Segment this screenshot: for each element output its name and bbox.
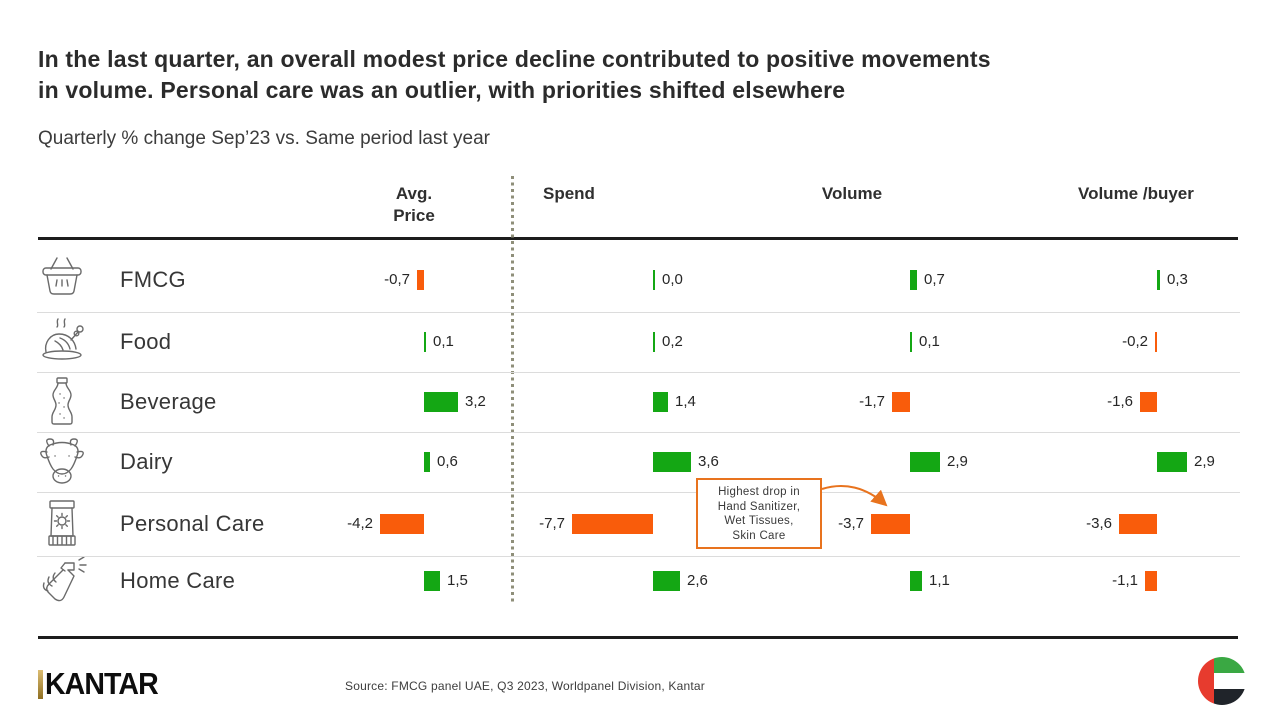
annotation-arrow-icon (821, 485, 888, 507)
annotation-callout: Highest drop in Hand Sanitizer, Wet Tissue… (696, 478, 822, 549)
row-divider (37, 372, 1240, 373)
value-label-home-care-volume: 1,1 (929, 572, 950, 589)
turkey-icon (36, 316, 88, 368)
row-divider (37, 312, 1240, 313)
value-label-food-spend: 0,2 (662, 333, 683, 350)
bar-home-care-volume-buyer (1145, 571, 1157, 591)
bar-food-volume-buyer (1155, 332, 1157, 352)
value-label-dairy-avg-price: 0,6 (437, 453, 458, 470)
kantar-logo-gold-bar (38, 669, 43, 699)
bar-home-care-volume (910, 571, 922, 591)
bar-food-spend (653, 332, 655, 352)
basket-icon (36, 254, 88, 306)
bar-beverage-spend (653, 392, 668, 412)
source-note: Source: FMCG panel UAE, Q3 2023, Worldpa… (345, 679, 705, 693)
bar-dairy-avg-price (424, 452, 430, 472)
bar-home-care-spend (653, 571, 680, 591)
value-label-dairy-volume: 2,9 (947, 453, 968, 470)
bar-food-volume (910, 332, 912, 352)
row-divider (37, 556, 1240, 557)
kantar-logo-text: KANTAR (45, 666, 159, 701)
column-header-spend: Spend (543, 184, 595, 203)
bottle-icon (36, 376, 88, 428)
spray-icon (36, 555, 88, 607)
category-label-personal-care: Personal Care (120, 511, 265, 536)
category-label-food: Food (120, 329, 172, 354)
value-label-home-care-avg-price: 1,5 (447, 572, 468, 589)
flag-stripes (1214, 657, 1246, 705)
value-label-home-care-spend: 2,6 (687, 572, 708, 589)
column-header-volume-per-buyer: Volume /buyer (1078, 184, 1194, 203)
row-divider (37, 432, 1240, 433)
flag-green-stripe (1214, 657, 1246, 673)
bar-dairy-volume (910, 452, 940, 472)
value-label-beverage-spend: 1,4 (675, 393, 696, 410)
value-label-fmcg-volume: 0,7 (924, 271, 945, 288)
price-spend-dotted-divider (511, 176, 514, 604)
category-label-home-care: Home Care (120, 568, 236, 593)
category-label-fmcg: FMCG (120, 267, 186, 292)
uae-flag-icon (1198, 657, 1246, 705)
value-label-beverage-volume-buyer: -1,6 (1107, 393, 1133, 410)
annotation-text-line: Wet Tissues, (724, 515, 794, 527)
header-separator-line (38, 237, 1238, 240)
bar-dairy-spend (653, 452, 691, 472)
value-label-home-care-volume-buyer: -1,1 (1112, 572, 1138, 589)
annotation-text-line: Hand Sanitizer, (717, 500, 801, 513)
value-label-dairy-volume-buyer: 2,9 (1194, 453, 1215, 470)
bottom-separator-line (38, 636, 1238, 639)
value-label-personal-care-avg-price: -4,2 (347, 515, 373, 532)
bar-home-care-avg-price (424, 571, 440, 591)
bar-dairy-volume-buyer (1157, 452, 1187, 472)
annotation-text-line: Skin Care (732, 529, 786, 542)
bar-beverage-avg-price (424, 392, 458, 412)
value-label-personal-care-volume: -3,7 (838, 515, 864, 532)
bar-food-avg-price (424, 332, 426, 352)
value-label-dairy-spend: 3,6 (698, 453, 719, 470)
bar-beverage-volume-buyer (1140, 392, 1157, 412)
bar-personal-care-volume-buyer (1119, 514, 1157, 534)
row-divider (37, 492, 1240, 493)
bar-fmcg-spend (653, 270, 655, 290)
bar-personal-care-volume (871, 514, 910, 534)
value-label-fmcg-avg-price: -0,7 (384, 271, 410, 288)
bar-beverage-volume (892, 392, 910, 412)
value-label-personal-care-volume-buyer: -3,6 (1086, 515, 1112, 532)
value-label-beverage-avg-price: 3,2 (465, 393, 486, 410)
column-header-avg-price: Avg. Price (393, 184, 435, 225)
value-label-fmcg-spend: 0,0 (662, 271, 683, 288)
annotation-text-line: Highest drop in (718, 486, 800, 498)
category-label-beverage: Beverage (120, 389, 217, 414)
value-label-beverage-volume: -1,7 (859, 393, 885, 410)
flag-white-stripe (1214, 673, 1246, 689)
value-label-food-volume: 0,1 (919, 333, 940, 350)
bar-fmcg-avg-price (417, 270, 424, 290)
bar-fmcg-volume-buyer (1157, 270, 1160, 290)
value-label-food-volume-buyer: -0,2 (1122, 333, 1148, 350)
column-header-volume: Volume (821, 184, 883, 203)
title-line-2: in volume. Personal care was an outlier,… (38, 77, 846, 103)
sunscreen-icon (36, 498, 88, 550)
cow-icon (36, 436, 88, 488)
title-line-1: In the last quarter, an overall modest p… (38, 46, 991, 72)
value-label-food-avg-price: 0,1 (433, 333, 454, 350)
value-label-personal-care-spend: -7,7 (539, 515, 565, 532)
chart-subtitle: Quarterly % change Sep’23 vs. Same perio… (38, 128, 491, 149)
category-label-dairy: Dairy (120, 449, 173, 474)
bar-fmcg-volume (910, 270, 917, 290)
bar-personal-care-spend (572, 514, 653, 534)
value-label-fmcg-volume-buyer: 0,3 (1167, 271, 1188, 288)
kantar-logo: KANTAR (38, 666, 168, 701)
flag-black-stripe (1214, 689, 1246, 705)
bar-personal-care-avg-price (380, 514, 424, 534)
page-title: In the last quarter, an overall modest p… (38, 44, 1218, 106)
flag-red-band (1198, 657, 1215, 705)
